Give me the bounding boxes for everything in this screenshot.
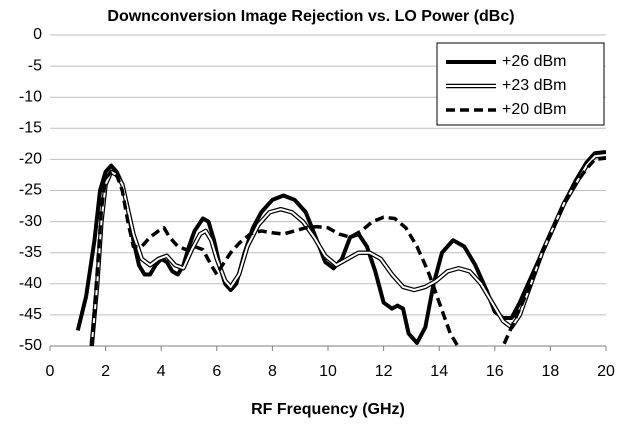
x-axis-title: RF Frequency (GHz) xyxy=(251,401,405,418)
y-tick-label: -30 xyxy=(19,213,42,230)
x-tick-label: 20 xyxy=(597,363,615,380)
series-line xyxy=(89,156,606,346)
x-tick-label: 6 xyxy=(212,363,221,380)
x-tick-label: 16 xyxy=(486,363,504,380)
legend: +26 dBm +23 dBm +20 dBm xyxy=(446,53,566,118)
y-tick-label: -40 xyxy=(19,275,42,292)
x-tick-label: 8 xyxy=(268,363,277,380)
series-line-outline xyxy=(89,152,606,346)
legend-label: +26 dBm xyxy=(502,53,566,70)
y-tick-label: -50 xyxy=(19,337,42,354)
y-tick-label: -35 xyxy=(19,244,42,261)
x-tick-label: 2 xyxy=(101,363,110,380)
y-tick-label: -10 xyxy=(19,88,42,105)
chart-title: Downconversion Image Rejection vs. LO Po… xyxy=(107,8,514,25)
ticks: 0-5-10-15-20-25-30-35-40-45-500 2 4 6 8 10 12 1… xyxy=(19,26,615,380)
y-tick-label: 0 xyxy=(33,26,42,43)
y-tick-label: -25 xyxy=(19,182,42,199)
y-tick-label: -5 xyxy=(28,57,42,74)
series-line xyxy=(75,149,606,345)
legend-label: +20 dBm xyxy=(502,101,566,118)
x-tick-label: 0 xyxy=(46,363,55,380)
y-tick-label: -45 xyxy=(19,306,42,323)
x-tick-label: 4 xyxy=(157,363,166,380)
x-tick-label: 10 xyxy=(319,363,337,380)
y-tick-label: -20 xyxy=(19,151,42,168)
x-tick-label: 12 xyxy=(375,363,393,380)
legend-label: +23 dBm xyxy=(502,77,566,94)
x-tick-label: 18 xyxy=(542,363,560,380)
y-tick-label: -15 xyxy=(19,120,42,137)
series-line xyxy=(90,154,606,346)
plot-lines xyxy=(75,149,606,346)
x-tick-label: 14 xyxy=(430,363,448,380)
